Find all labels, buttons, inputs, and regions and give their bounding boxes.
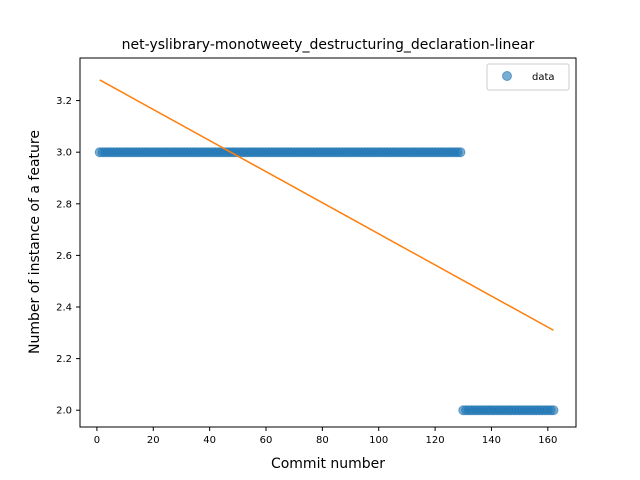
- legend-box: [487, 64, 569, 90]
- x-tick-label: 80: [316, 435, 329, 446]
- x-tick-label: 120: [426, 435, 445, 446]
- x-tick-label: 60: [260, 435, 273, 446]
- y-tick-label: 3.2: [56, 96, 72, 107]
- x-tick-label: 100: [369, 435, 388, 446]
- x-tick-label: 40: [203, 435, 216, 446]
- legend-marker-data: [503, 72, 512, 81]
- x-tick-label: 0: [94, 435, 100, 446]
- y-axis-label: Number of instance of a feature: [27, 130, 43, 354]
- x-tick-label: 140: [482, 435, 501, 446]
- x-tick-label: 20: [147, 435, 160, 446]
- y-tick-label: 2.0: [56, 406, 72, 417]
- y-tick-label: 3.0: [56, 148, 72, 159]
- y-tick-label: 2.4: [56, 303, 72, 314]
- data-point: [456, 148, 465, 157]
- y-tick-label: 2.6: [56, 251, 72, 262]
- plot-area: [80, 58, 576, 427]
- y-tick-label: 2.8: [56, 199, 72, 210]
- legend: data: [487, 64, 569, 90]
- legend-label-data: data: [532, 72, 555, 83]
- x-axis-label: Commit number: [271, 456, 385, 472]
- data-point: [549, 406, 558, 415]
- y-tick-label: 2.2: [56, 354, 72, 365]
- chart-title: net-yslibrary-monotweety_destructuring_d…: [122, 37, 535, 53]
- x-tick-label: 160: [538, 435, 557, 446]
